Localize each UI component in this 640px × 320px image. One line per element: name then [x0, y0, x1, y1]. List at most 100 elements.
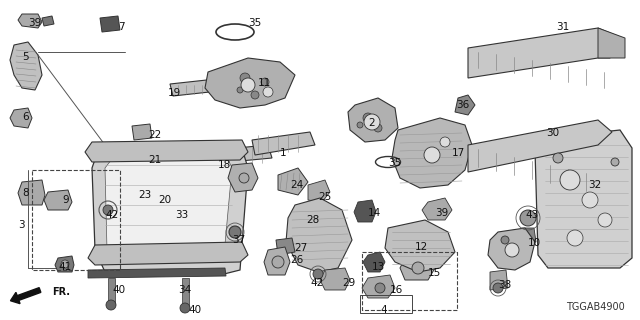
Polygon shape	[308, 180, 330, 202]
Text: 41: 41	[58, 262, 71, 272]
Text: 30: 30	[546, 128, 559, 138]
Polygon shape	[468, 120, 612, 172]
Text: 28: 28	[306, 215, 319, 225]
Circle shape	[374, 124, 382, 132]
Text: 23: 23	[138, 190, 151, 200]
Polygon shape	[520, 228, 536, 242]
Circle shape	[103, 205, 113, 215]
Polygon shape	[286, 198, 352, 272]
Polygon shape	[88, 268, 226, 278]
Polygon shape	[488, 228, 535, 270]
Polygon shape	[105, 153, 232, 258]
Text: 7: 7	[118, 22, 125, 32]
Polygon shape	[108, 278, 115, 305]
Text: 42: 42	[310, 278, 323, 288]
Polygon shape	[278, 168, 308, 195]
Text: 4: 4	[380, 305, 387, 315]
Text: 17: 17	[452, 148, 465, 158]
Polygon shape	[468, 28, 622, 78]
Circle shape	[357, 122, 363, 128]
Text: 35: 35	[388, 158, 401, 168]
Text: 16: 16	[390, 285, 403, 295]
Text: 35: 35	[248, 18, 261, 28]
Circle shape	[364, 114, 380, 130]
Circle shape	[412, 262, 424, 274]
Polygon shape	[100, 16, 120, 32]
Circle shape	[553, 153, 563, 163]
Circle shape	[611, 158, 619, 166]
Text: 2: 2	[368, 118, 374, 128]
Text: 25: 25	[318, 192, 332, 202]
Text: 42: 42	[105, 210, 118, 220]
Circle shape	[520, 210, 536, 226]
Circle shape	[180, 303, 190, 313]
Text: 32: 32	[588, 180, 601, 190]
Text: 3: 3	[18, 220, 24, 230]
Bar	[360, 295, 412, 313]
Text: 9: 9	[62, 195, 68, 205]
Polygon shape	[170, 78, 228, 96]
Circle shape	[239, 173, 249, 183]
Text: 12: 12	[415, 242, 428, 252]
Circle shape	[272, 256, 284, 268]
Circle shape	[598, 213, 612, 227]
Text: 33: 33	[175, 210, 188, 220]
Circle shape	[493, 283, 503, 293]
Text: 39: 39	[28, 18, 41, 28]
Polygon shape	[276, 238, 295, 255]
Circle shape	[240, 73, 250, 83]
Text: 38: 38	[498, 280, 511, 290]
Text: 8: 8	[22, 188, 29, 198]
Polygon shape	[88, 242, 248, 265]
Circle shape	[363, 113, 373, 123]
Text: 6: 6	[22, 112, 29, 122]
Text: 21: 21	[148, 155, 161, 165]
Text: TGGAB4900: TGGAB4900	[566, 302, 625, 312]
Polygon shape	[195, 145, 272, 165]
Text: 34: 34	[178, 285, 191, 295]
Circle shape	[241, 78, 255, 92]
Circle shape	[61, 260, 69, 268]
Text: 11: 11	[258, 78, 271, 88]
Polygon shape	[18, 14, 42, 28]
Polygon shape	[132, 124, 152, 140]
Text: 24: 24	[290, 180, 303, 190]
Text: 43: 43	[525, 210, 538, 220]
Polygon shape	[363, 252, 385, 272]
Polygon shape	[140, 185, 168, 208]
Polygon shape	[362, 275, 395, 298]
Polygon shape	[490, 270, 508, 290]
Text: 29: 29	[342, 278, 355, 288]
Circle shape	[582, 192, 598, 208]
Text: 31: 31	[556, 22, 569, 32]
Polygon shape	[348, 98, 398, 142]
Circle shape	[501, 236, 509, 244]
Bar	[362, 252, 457, 310]
Circle shape	[106, 300, 116, 310]
Text: 22: 22	[148, 130, 161, 140]
Text: 19: 19	[168, 88, 181, 98]
Circle shape	[505, 243, 519, 257]
Polygon shape	[320, 268, 350, 290]
Text: 5: 5	[22, 52, 29, 62]
Text: 36: 36	[456, 100, 469, 110]
Polygon shape	[10, 42, 42, 90]
Polygon shape	[400, 255, 435, 280]
Polygon shape	[44, 190, 72, 210]
Polygon shape	[455, 95, 475, 115]
Polygon shape	[354, 200, 376, 222]
Text: 13: 13	[372, 262, 385, 272]
Polygon shape	[264, 247, 290, 275]
Polygon shape	[205, 58, 295, 108]
Circle shape	[263, 87, 273, 97]
Circle shape	[237, 87, 243, 93]
Text: 27: 27	[294, 243, 307, 253]
Text: 37: 37	[232, 235, 245, 245]
Text: 18: 18	[218, 160, 231, 170]
Text: 40: 40	[188, 305, 201, 315]
Circle shape	[251, 91, 259, 99]
Circle shape	[261, 78, 269, 86]
Polygon shape	[116, 178, 145, 200]
Polygon shape	[42, 16, 54, 26]
Circle shape	[567, 230, 583, 246]
